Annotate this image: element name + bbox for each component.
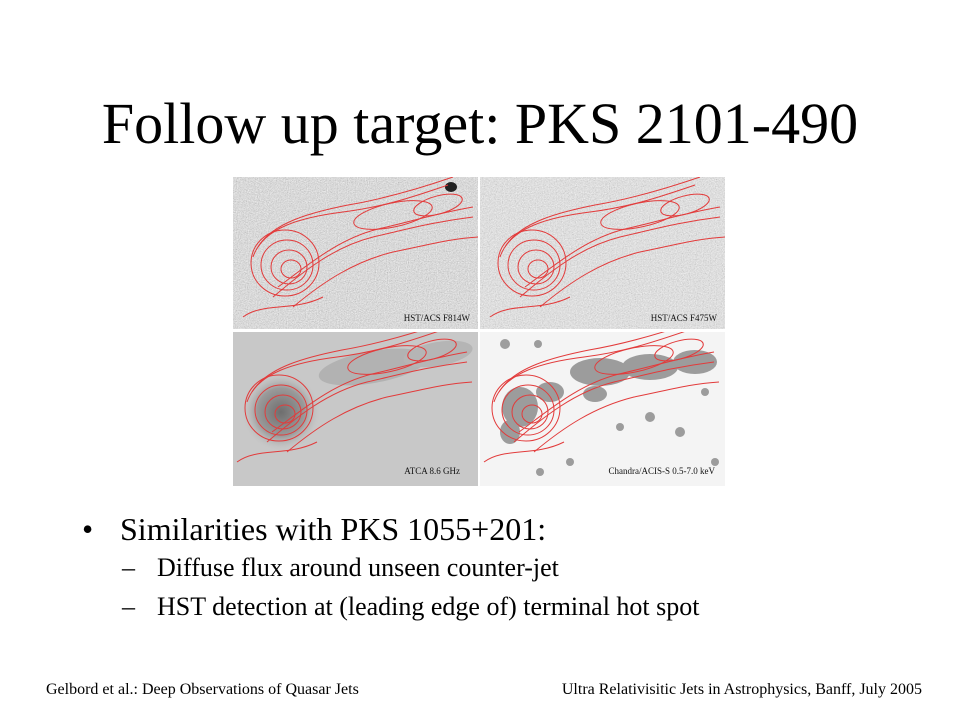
chandra-xray-image	[480, 332, 725, 486]
sub-bullet-marker: –	[122, 592, 135, 622]
bullet-marker: •	[82, 511, 94, 547]
sub-bullet-marker: –	[122, 553, 135, 583]
panel-label: Chandra/ACIS-S 0.5-7.0 keV	[608, 466, 716, 476]
panel-chandra-xray: Chandra/ACIS-S 0.5-7.0 keV	[480, 332, 725, 486]
bullet-list: • Similarities with PKS 1055+201: – Diff…	[82, 510, 902, 626]
panel-label: HST/ACS F814W	[403, 313, 470, 323]
atca-radio-image	[233, 332, 478, 486]
footer-author: Gelbord et al.: Deep Observations of Qua…	[46, 681, 359, 698]
footer-conference: Ultra Relativisitic Jets in Astrophysics…	[561, 681, 922, 698]
bullet-text: Similarities with PKS 1055+201:	[120, 511, 547, 547]
image-composite-figure: HST/ACS F814W	[233, 177, 725, 486]
panel-atca-radio: ATCA 8.6 GHz	[233, 332, 478, 486]
bullet-item: • Similarities with PKS 1055+201:	[82, 510, 902, 548]
panel-hst-f475w: HST/ACS F475W	[480, 177, 725, 329]
panel-label: HST/ACS F475W	[650, 313, 717, 323]
sub-bullet-text: Diffuse flux around unseen counter-jet	[157, 553, 559, 583]
hst-f814w-image	[233, 177, 478, 329]
panel-label: ATCA 8.6 GHz	[404, 466, 460, 476]
panel-hst-f814w: HST/ACS F814W	[233, 177, 478, 329]
hst-f475w-image	[480, 177, 725, 329]
sub-bullet-text: HST detection at (leading edge of) termi…	[157, 592, 700, 622]
sub-bullet-item: – Diffuse flux around unseen counter-jet	[82, 548, 902, 587]
sub-bullet-item: – HST detection at (leading edge of) ter…	[82, 587, 902, 626]
slide-title: Follow up target: PKS 2101-490	[101, 91, 859, 156]
